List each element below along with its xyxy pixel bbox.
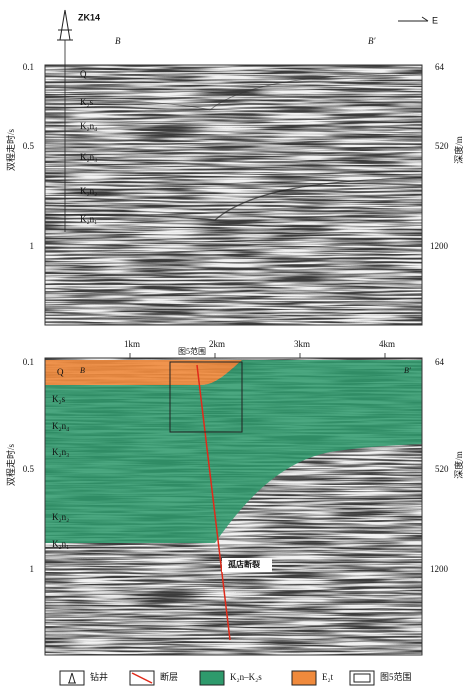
inset-label: 图5范围 <box>178 346 206 356</box>
legend-well-icon <box>59 670 85 686</box>
y-axis-label: 双程走时/s <box>5 129 16 172</box>
legend-fault-glyph <box>131 672 153 684</box>
section-end: B′ <box>368 36 376 46</box>
fault-line <box>196 364 231 641</box>
layer-label: K₂s <box>52 394 66 404</box>
layer-label: K₂n₁ <box>52 539 69 549</box>
x-tick-label: 1km <box>124 339 140 349</box>
legend-well-glyph <box>68 672 76 684</box>
layer-label: Q <box>80 69 87 79</box>
y-tick-label: 1 <box>30 241 35 251</box>
y-tick-label: 0.1 <box>23 62 34 72</box>
section-start: B <box>115 36 121 46</box>
panel-frame <box>44 357 423 656</box>
seismic-texture <box>45 65 422 325</box>
layer-label: K₂n₃ <box>80 152 97 162</box>
arrow <box>398 16 429 22</box>
legend-label: 钻井 <box>90 671 108 682</box>
layer-label: K₂n₄ <box>80 121 97 131</box>
panel-frame <box>44 64 423 326</box>
layer-label: K₂n₁ <box>80 214 97 224</box>
layer-label: Q <box>57 367 64 377</box>
y2-tick-label: 1200 <box>430 564 449 574</box>
y2-axis-label: 深度/m <box>453 136 464 164</box>
fault-label: 孤店断裂 <box>228 559 260 569</box>
section-end: B′ <box>404 366 411 375</box>
layer-label: K₂n₃ <box>52 447 69 457</box>
y-tick-label: 0.5 <box>23 141 35 151</box>
legend-label: 图5范围 <box>380 671 412 682</box>
x-tick-label: 2km <box>209 339 225 349</box>
fault-label-bg <box>222 558 272 572</box>
y2-tick-label: 1200 <box>430 241 449 251</box>
y-tick-label: 1 <box>30 564 35 574</box>
legend-swatch <box>291 670 317 686</box>
legend-inset-glyph <box>353 673 371 683</box>
y2-axis-label: 深度/m <box>453 451 464 479</box>
layer-label: K₂s <box>80 97 94 107</box>
reflector <box>44 71 423 111</box>
x-tick-label: 3km <box>294 339 310 349</box>
well-label: ZK14 <box>78 12 100 22</box>
y-tick-label: 0.5 <box>23 464 35 474</box>
legend-label: K₂n–K₂s <box>230 672 262 682</box>
legend: 钻井 断层 K₂n–K₂s E₂t 图5范围 <box>59 670 412 686</box>
reflector <box>44 177 423 221</box>
well <box>57 9 73 232</box>
direction: E <box>432 15 438 25</box>
legend-swatch <box>199 670 225 686</box>
layer-label: K₂n₂ <box>80 186 97 196</box>
layer-labels: Q K₂s K₂n₄ K₂n₃ K₂n₂ K₂n₁ <box>80 69 97 224</box>
y-tick-label: 0.1 <box>23 357 34 367</box>
legend-label: E₂t <box>322 672 334 682</box>
layer-labels: Q K₂s K₂n₄ K₂n₃ K₂n₂ K₂n₁ <box>52 367 69 549</box>
inset-frame <box>169 361 243 433</box>
legend-label: 断层 <box>160 671 178 682</box>
y-axis-label: 双程走时/s <box>5 444 16 487</box>
y2-tick-label: 520 <box>435 464 449 474</box>
x-tick-label: 4km <box>379 339 395 349</box>
e2t-unit <box>45 360 242 385</box>
y2-tick-label: 64 <box>435 357 445 367</box>
layer-label: K₂n₄ <box>52 421 69 431</box>
section-start: B <box>80 366 85 375</box>
y2-tick-label: 64 <box>435 62 445 72</box>
layer-label: K₂n₂ <box>52 512 69 522</box>
k2n-k2s-unit <box>45 360 422 543</box>
y2-tick-label: 520 <box>435 141 449 151</box>
